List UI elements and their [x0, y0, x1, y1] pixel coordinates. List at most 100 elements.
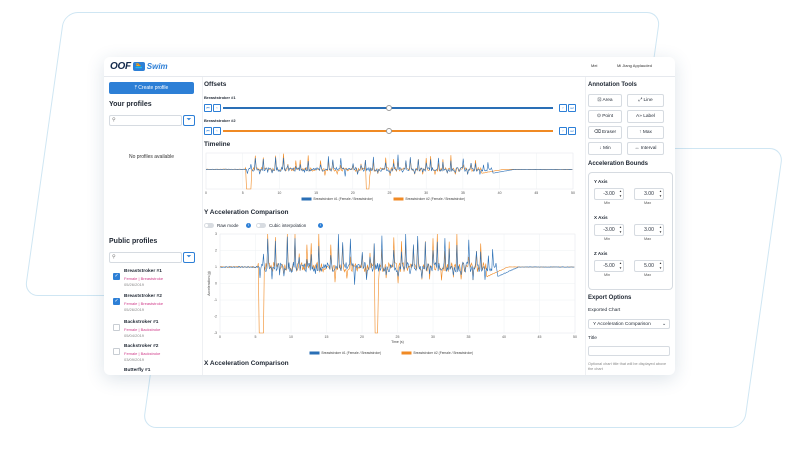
line-icon: ⤢ — [638, 98, 644, 103]
public-profile-item[interactable]: Backstroker #2 Female | Backstroke 03/09… — [109, 343, 199, 367]
series-line — [219, 233, 575, 285]
your-profiles-title: Your profiles — [109, 101, 152, 108]
cubic-interpolation-label: Cubic interpolation — [269, 223, 307, 228]
title-label: Title — [588, 336, 597, 341]
timeline-chart[interactable]: 0 5 10 15 20 25 30 35 40 45 50 Breaststroker #1 (Fe… — [204, 151, 582, 207]
stepper-icon[interactable]: ▲ ▼ — [619, 261, 622, 270]
stepper-icon[interactable]: ▲ ▼ — [659, 189, 662, 198]
tool-label: Area — [602, 98, 613, 103]
interval-tool-button[interactable]: ↔ Interval — [627, 142, 664, 155]
offset-slider-handle[interactable] — [386, 128, 392, 134]
your-profiles-search-input[interactable]: ⚲ — [109, 115, 182, 126]
tool-label: Eraser — [601, 130, 617, 135]
area-tool-button[interactable]: ⊡ Area — [588, 94, 622, 107]
exported-chart-label: Exported Chart — [588, 308, 621, 313]
profile-name: Breaststroker #2 — [124, 294, 162, 299]
exported-chart-select[interactable]: Y Acceleration Comparison ⌄ — [588, 319, 670, 329]
stepper-icon[interactable]: ▲ ▼ — [659, 225, 662, 234]
step-forward-button[interactable]: › — [559, 127, 567, 135]
raw-mode-label: Raw mode — [217, 223, 239, 228]
raw-mode-toggle[interactable] — [204, 223, 214, 228]
create-profile-button[interactable]: ⤒ Create profile — [109, 82, 194, 94]
min-tool-button[interactable]: ↓ Min — [588, 142, 622, 155]
left-sidebar: ⤒ Create profile Your profiles ⚲ ⏷ No pr… — [104, 77, 203, 375]
timeline-title: Timeline — [204, 141, 231, 148]
x-tick-label: 45 — [538, 335, 542, 339]
skip-start-button[interactable]: ⏮ — [204, 104, 212, 112]
create-profile-label: Create profile — [138, 85, 169, 91]
public-profile-item[interactable]: Butterfly #1 — [109, 367, 199, 375]
title-input[interactable] — [588, 346, 670, 356]
stepper-icon[interactable]: ▲ ▼ — [619, 225, 622, 234]
x-tick-label: 50 — [573, 335, 577, 339]
annotation-tools-title: Annotation Tools — [588, 82, 637, 88]
tool-label: Line — [643, 98, 653, 103]
max-icon: ↑ — [639, 130, 643, 135]
max-tool-button[interactable]: ↑ Max — [627, 126, 664, 139]
step-forward-button[interactable]: › — [559, 104, 567, 112]
chevron-down-icon: ⌄ — [661, 322, 666, 327]
interval-icon: ↔ — [634, 146, 641, 151]
x-tick-label: 0 — [205, 191, 207, 195]
x-tick-label: 0 — [219, 335, 221, 339]
profile-checkbox[interactable] — [113, 298, 120, 305]
y-tick-label: 0 — [215, 282, 217, 286]
profile-meta: Female | Backstroke — [124, 351, 161, 356]
x-tick-label: 5 — [255, 335, 257, 339]
profile-meta: Female | Backstroke — [124, 327, 161, 332]
step-back-button[interactable]: ‹ — [213, 127, 221, 135]
profile-checkbox[interactable] — [113, 273, 120, 280]
profile-checkbox[interactable] — [113, 324, 120, 331]
legend-swatch — [301, 197, 312, 201]
axis-max-caption: Max — [644, 237, 652, 241]
info-icon[interactable]: i — [246, 223, 251, 228]
x-tick-label: 15 — [314, 191, 318, 195]
x-tick-label: 40 — [498, 191, 502, 195]
y-tick-label: -1 — [214, 298, 217, 302]
user-menu[interactable]: Mi Jiang Applauded — [617, 63, 652, 68]
public-profile-item[interactable]: Breaststroker #2 Female | Breaststroke 0… — [109, 293, 199, 317]
y-tick-label: -3 — [214, 331, 217, 335]
point-tool-button[interactable]: ⊙ Point — [588, 110, 622, 123]
your-profiles-filter-button[interactable]: ⏷ — [183, 115, 195, 126]
public-profiles-search-input[interactable]: ⚲ — [109, 252, 182, 263]
skip-end-button[interactable]: ⏭ — [568, 104, 576, 112]
public-profile-item[interactable]: Breaststroker #1 Female | Breaststroke 0… — [109, 268, 199, 292]
axis-max-input[interactable]: 3.00 ▲ ▼ — [634, 224, 664, 236]
axis-min-input[interactable]: -3.00 ▲ ▼ — [594, 188, 624, 200]
y-acceleration-chart[interactable]: 0 5 10 15 20 25 30 35 40 45 503210-1-2-3Breaststro… — [204, 230, 582, 356]
profile-meta: Female | Breaststroke — [124, 276, 164, 281]
stepper-icon[interactable]: ▲ ▼ — [619, 189, 622, 198]
search-icon: ⚲ — [112, 117, 116, 123]
stepper-icon[interactable]: ▲ ▼ — [659, 261, 662, 270]
no-profiles-text: No profiles available — [128, 154, 175, 160]
line-tool-button[interactable]: ⤢ Line — [627, 94, 664, 107]
axis-max-input[interactable]: 5.00 ▲ ▼ — [634, 260, 664, 272]
public-profiles-filter-button[interactable]: ⏷ — [183, 252, 195, 263]
public-profile-item[interactable]: Backstroker #1 Female | Backstroke 05/04… — [109, 319, 199, 343]
x-tick-label: 30 — [424, 191, 428, 195]
cubic-interpolation-toggle[interactable] — [256, 223, 266, 228]
axis-min-input[interactable]: -5.00 ▲ ▼ — [594, 260, 624, 272]
top-link[interactable]: Mei — [591, 63, 598, 68]
x-tick-label: 25 — [388, 191, 392, 195]
y-tick-label: 1 — [215, 265, 217, 269]
skip-end-button[interactable]: ⏭ — [568, 127, 576, 135]
label-tool-button[interactable]: A» Label — [627, 110, 664, 123]
profile-name: Breaststroker #1 — [124, 269, 162, 274]
x-tick-label: 35 — [467, 335, 471, 339]
skip-start-button[interactable]: ⏮ — [204, 127, 212, 135]
profile-checkbox[interactable] — [113, 348, 120, 355]
axis-label: Z Axis — [594, 251, 608, 256]
filter-icon: ⏷ — [186, 117, 192, 123]
axis-min-input[interactable]: -3.00 ▲ ▼ — [594, 224, 624, 236]
app-logo[interactable]: OOF 🏊 Swim — [110, 61, 168, 72]
logo-product: Swim — [146, 62, 168, 71]
offset-slider-handle[interactable] — [386, 105, 392, 111]
step-back-button[interactable]: ‹ — [213, 104, 221, 112]
axis-max-input[interactable]: 3.00 ▲ ▼ — [634, 188, 664, 200]
legend-swatch — [393, 197, 404, 201]
eraser-tool-button[interactable]: ⌫ Eraser — [588, 126, 622, 139]
info-icon[interactable]: i — [318, 223, 323, 228]
legend-swatch — [401, 351, 412, 355]
